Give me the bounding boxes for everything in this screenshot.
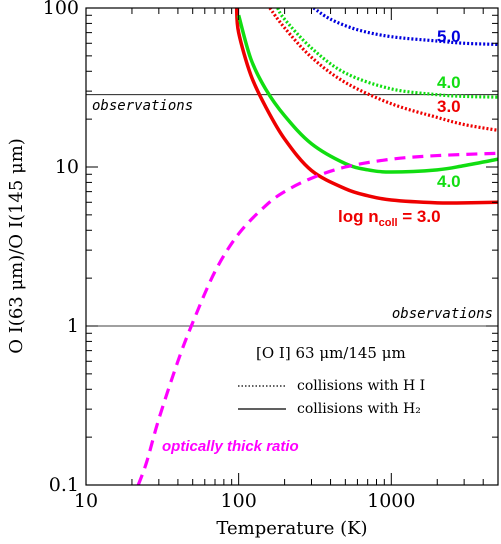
y-tick-label-2: 10 [55, 156, 79, 178]
tick-labels: 10 100 1000 0.1 1 10 100 [43, 0, 416, 512]
label-optically-thick: optically thick ratio [162, 438, 299, 455]
plot-frame [85, 7, 499, 486]
ticks-layer [85, 7, 499, 486]
legend-dotted-label: collisions with H I [297, 378, 425, 394]
label-blue-dotted: 5.0 [437, 27, 461, 46]
legend-solid-label: collisions with H₂ [297, 401, 421, 417]
series-labels: 5.0 4.0 3.0 4.0 log ncoll = 3.0 opticall… [162, 27, 461, 455]
legend-title: [O I] 63 μm/145 μm [256, 344, 406, 362]
series-line-3-green-dotted [276, 8, 498, 99]
label-red-dotted: 3.0 [437, 97, 461, 116]
legend: [O I] 63 μm/145 μm collisions with H I c… [238, 344, 425, 417]
y-tick-label-1: 1 [67, 315, 79, 337]
label-red-solid-prefix: log n [338, 207, 379, 226]
y-axis-title: O I(63 μm)/O I(145 μm) [6, 138, 27, 354]
series-line-0-red-solid [234, 8, 498, 205]
y-tick-label-0: 0.1 [49, 474, 79, 496]
series-line-4-blue-dotted [312, 8, 498, 47]
label-green-solid: 4.0 [437, 172, 461, 191]
x-tick-label-2: 1000 [367, 490, 415, 512]
x-tick-label-0: 10 [74, 490, 98, 512]
label-red-solid-sub: coll [379, 217, 398, 229]
series-line-5-magenta-dashed [136, 151, 498, 485]
label-red-solid-suffix: = 3.0 [398, 207, 441, 226]
x-axis-title: Temperature (K) [216, 518, 367, 539]
label-green-dotted: 4.0 [437, 73, 461, 92]
x-tick-label-1: 100 [221, 490, 257, 512]
observations-label-upper: observations [92, 98, 193, 114]
label-red-solid: log ncoll = 3.0 [338, 207, 441, 229]
series-line-1-green-solid [236, 14, 498, 174]
y-tick-label-3: 100 [43, 0, 79, 19]
series-layer [136, 8, 498, 485]
observations-label-lower: observations [392, 306, 493, 322]
